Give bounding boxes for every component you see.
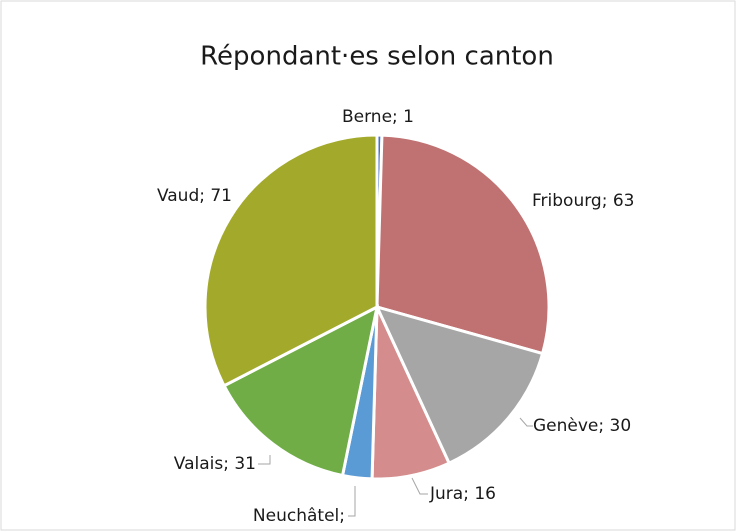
leader-line bbox=[348, 486, 356, 517]
leader-lines bbox=[258, 417, 533, 517]
data-label: Valais; 31 bbox=[174, 454, 256, 474]
pie-slice bbox=[375, 133, 551, 356]
data-label: Berne; 1 bbox=[342, 107, 414, 127]
pie-slice bbox=[222, 304, 380, 478]
leader-line bbox=[519, 417, 533, 427]
leader-line bbox=[258, 455, 271, 465]
pie-slice bbox=[374, 304, 545, 466]
pie-slice bbox=[203, 133, 379, 388]
leader-line bbox=[411, 477, 428, 495]
data-label: Vaud; 71 bbox=[157, 186, 232, 206]
pie bbox=[203, 133, 551, 481]
chart-title: Répondant·es selon canton bbox=[200, 42, 554, 72]
data-label: Genève; 30 bbox=[533, 416, 631, 436]
data-labels: Berne; 1 Fribourg; 63 Genève; 30 Jura; 16 Ne… bbox=[157, 107, 635, 526]
data-label: Jura; 16 bbox=[429, 484, 496, 504]
data-label: Neuchâtel; bbox=[253, 506, 345, 526]
data-label: Fribourg; 63 bbox=[532, 191, 634, 211]
